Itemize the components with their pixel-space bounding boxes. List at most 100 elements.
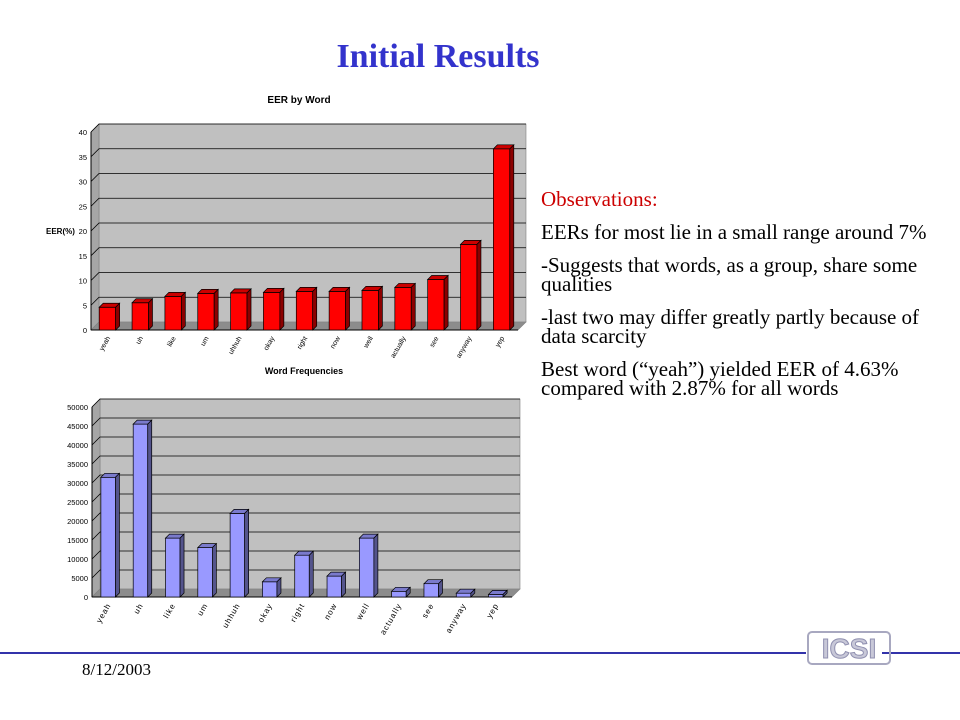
bar-side	[115, 302, 120, 331]
bar-front	[230, 292, 248, 331]
icsi-logo-text: ICSI	[822, 633, 876, 664]
category-label: uh	[132, 602, 145, 616]
category-label: anyway	[444, 602, 468, 635]
bar-side	[438, 578, 443, 598]
bar	[164, 291, 187, 331]
bar-side	[244, 508, 250, 598]
y-tick-label: 5000	[71, 574, 88, 583]
category-label: well	[354, 602, 371, 623]
bar	[326, 571, 347, 598]
gridline	[91, 436, 520, 446]
bar-front	[328, 291, 346, 331]
y-tick-label: 45000	[67, 422, 88, 431]
bar-side	[148, 297, 153, 331]
bar	[390, 586, 412, 598]
x-axis-label: Word Frequencies	[265, 366, 343, 376]
bar-front	[361, 290, 379, 331]
category-label: um	[195, 602, 209, 618]
y-tick-label: 35	[79, 153, 87, 162]
bar-side	[345, 286, 350, 331]
bar-side	[115, 472, 120, 598]
bar	[426, 274, 449, 331]
bar	[455, 588, 476, 598]
bar-side	[341, 571, 346, 598]
gridline	[91, 493, 520, 503]
bar-front	[455, 592, 472, 598]
bar	[196, 542, 218, 598]
slide-title: Initial Results	[336, 38, 540, 75]
bar-front	[358, 537, 375, 598]
y-tick-label: 35000	[67, 460, 88, 469]
gridline	[91, 569, 520, 579]
bar	[459, 239, 482, 331]
bar-front	[488, 593, 504, 598]
category-label: anyway	[456, 335, 474, 359]
bar	[131, 297, 154, 331]
gridline	[91, 455, 520, 465]
gridline	[90, 247, 526, 257]
observations-panel: Observations: EERs for most lie in a sma…	[541, 187, 941, 412]
gridline	[91, 417, 520, 427]
bar-front	[197, 293, 215, 331]
bar-side	[410, 282, 416, 331]
category-label: like	[167, 335, 178, 348]
bar-front	[197, 547, 213, 598]
y-tick-label: 25000	[67, 498, 88, 507]
category-label: right	[289, 602, 307, 624]
bar-side	[276, 576, 282, 598]
bar	[229, 288, 252, 331]
bar	[361, 285, 384, 331]
category-label: okay	[263, 335, 277, 352]
bar	[393, 282, 417, 331]
bar	[262, 287, 285, 331]
gridline	[91, 512, 520, 522]
bar	[132, 419, 153, 598]
observations-heading: Observations:	[541, 187, 658, 211]
gridline	[90, 123, 526, 133]
bar	[261, 576, 282, 598]
category-label: okay	[256, 602, 274, 625]
bar-front	[164, 295, 182, 331]
bar	[358, 533, 379, 598]
icsi-logo: ICSI	[807, 631, 891, 665]
bar-side	[312, 286, 318, 331]
gridline	[91, 531, 520, 541]
category-label: like	[162, 602, 178, 620]
bar-front	[493, 148, 511, 331]
observation-item: -last two may differ greatly partly beca…	[541, 305, 920, 348]
bar-side	[308, 550, 314, 598]
gridline	[91, 398, 520, 408]
bar-front	[262, 581, 278, 598]
category-label: yep	[485, 602, 501, 620]
bar-side	[502, 589, 508, 598]
bar	[492, 143, 515, 331]
bar-side	[179, 533, 185, 598]
bar-side	[211, 542, 217, 598]
category-label: now	[322, 602, 339, 622]
bar	[98, 302, 121, 331]
bar	[164, 533, 185, 598]
category-label: yep	[495, 335, 507, 348]
y-tick-label: 10	[79, 277, 87, 286]
chart-title: EER by Word	[267, 95, 330, 106]
bar-front	[100, 476, 116, 598]
bar-side	[147, 419, 153, 598]
bar-side	[373, 533, 379, 598]
bar-front	[132, 423, 149, 598]
bar	[487, 589, 508, 598]
y-tick-label: 20	[79, 227, 87, 236]
bar-side	[443, 274, 449, 331]
bar	[229, 508, 250, 598]
gridline	[90, 222, 526, 232]
footer-divider-right	[882, 652, 960, 654]
y-tick-label: 30	[79, 178, 87, 187]
footer-divider-left	[0, 652, 806, 654]
gridline	[91, 550, 520, 560]
category-label: yeah	[98, 335, 112, 352]
category-label: well	[362, 335, 375, 350]
bar-front	[460, 244, 478, 331]
gridline	[90, 173, 526, 182]
bar-front	[229, 513, 246, 598]
bar-side	[213, 288, 219, 331]
bar-side	[476, 239, 482, 331]
